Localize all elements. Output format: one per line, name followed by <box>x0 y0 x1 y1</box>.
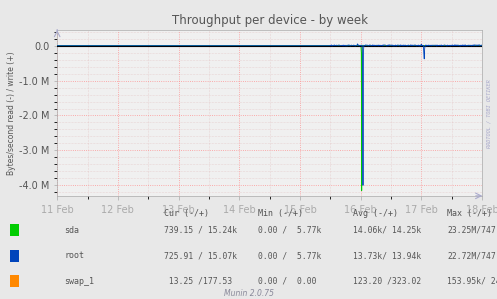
Y-axis label: Bytes/second read (-) / write (+): Bytes/second read (-) / write (+) <box>7 51 16 175</box>
Text: 739.15 / 15.24k: 739.15 / 15.24k <box>164 226 237 235</box>
Text: 22.72M/747.88k: 22.72M/747.88k <box>447 251 497 260</box>
Text: 725.91 / 15.07k: 725.91 / 15.07k <box>164 251 237 260</box>
Text: root: root <box>65 251 84 260</box>
Text: 13.73k/ 13.94k: 13.73k/ 13.94k <box>353 251 421 260</box>
Text: 14.06k/ 14.25k: 14.06k/ 14.25k <box>353 226 421 235</box>
Text: swap_1: swap_1 <box>65 277 94 286</box>
Text: Max (-/+): Max (-/+) <box>447 209 493 218</box>
Text: sda: sda <box>65 226 80 235</box>
Text: Min (-/+): Min (-/+) <box>258 209 304 218</box>
Text: 153.95k/ 24.19k: 153.95k/ 24.19k <box>447 277 497 286</box>
Text: 0.00 /  5.77k: 0.00 / 5.77k <box>258 251 322 260</box>
Text: RRDTOOL / TOBI OETIKER: RRDTOOL / TOBI OETIKER <box>486 79 491 148</box>
Text: 123.20 /323.02: 123.20 /323.02 <box>353 277 421 286</box>
Text: 13.25 /177.53: 13.25 /177.53 <box>164 277 232 286</box>
Text: Cur (-/+): Cur (-/+) <box>164 209 209 218</box>
Text: 23.25M/747.88k: 23.25M/747.88k <box>447 226 497 235</box>
Text: 0.00 /  0.00: 0.00 / 0.00 <box>258 277 317 286</box>
Text: 0.00 /  5.77k: 0.00 / 5.77k <box>258 226 322 235</box>
Text: Avg (-/+): Avg (-/+) <box>353 209 398 218</box>
Title: Throughput per device - by week: Throughput per device - by week <box>171 14 368 27</box>
Text: Munin 2.0.75: Munin 2.0.75 <box>224 289 273 298</box>
